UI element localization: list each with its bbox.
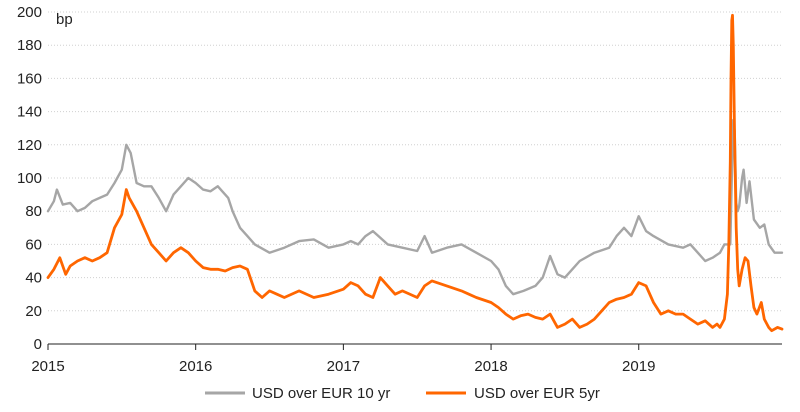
x-tick-label: 2019 (622, 358, 655, 375)
series-line-1 (46, 118, 784, 296)
x-tick-label: 2016 (179, 358, 212, 375)
x-tick-label: 2017 (327, 358, 360, 375)
y-tick-label: 120 (17, 137, 42, 154)
x-tick-label: 2018 (474, 358, 507, 375)
y-tick-label: 100 (17, 170, 42, 187)
y-tick-label: 0 (34, 336, 42, 353)
y-tick-label: 160 (17, 70, 42, 87)
y-unit-label: bp (56, 11, 73, 28)
y-tick-label: 180 (17, 37, 42, 54)
legend-label-1: USD over EUR 10 yr (252, 385, 390, 402)
x-axis: 2015 2016 2017 2018 2019 (31, 343, 782, 375)
y-tick-label: 60 (25, 236, 42, 253)
series-lines (46, 13, 784, 333)
legend-label-2: USD over EUR 5yr (474, 385, 600, 402)
y-tick-label: 200 (17, 4, 42, 21)
series-line-2 (46, 13, 784, 333)
y-tick-label: 80 (25, 203, 42, 220)
y-tick-label: 20 (25, 303, 42, 320)
gridlines (48, 11, 782, 312)
x-tick-label: 2015 (31, 358, 64, 375)
legend: USD over EUR 10 yr USD over EUR 5yr (205, 385, 600, 402)
y-tick-label: 40 (25, 270, 42, 287)
y-axis-ticks: 0 20 40 60 80 100 120 140 160 180 200 (17, 4, 42, 353)
y-tick-label: 140 (17, 104, 42, 121)
